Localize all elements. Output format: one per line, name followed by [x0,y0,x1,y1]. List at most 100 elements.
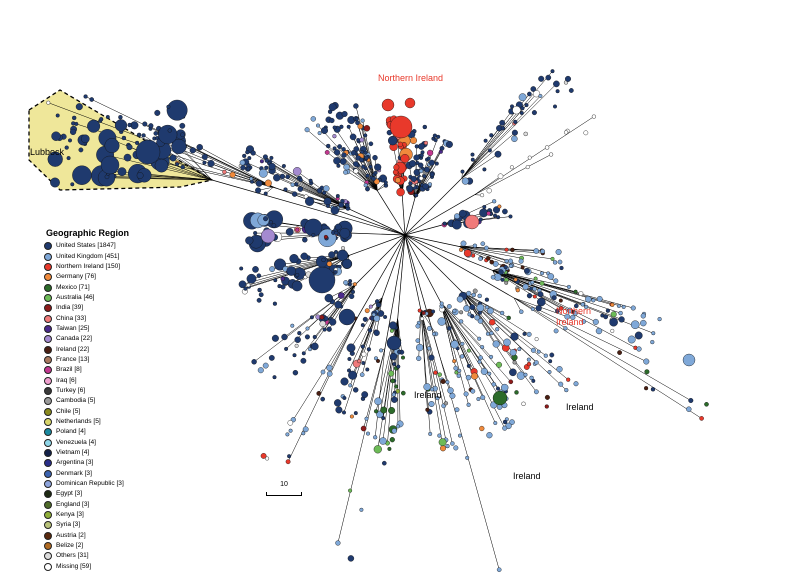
tree-tip [359,372,365,378]
tree-tip [480,394,486,400]
legend-item: Vietnam [4] [44,448,184,458]
tree-branch [384,234,406,349]
tree-tip [551,295,557,301]
tree-tip [427,346,432,351]
tree-tip [238,280,247,289]
tree-tip [487,371,492,376]
tree-tip [359,507,364,512]
tree-tip [446,325,452,331]
tree-tip [316,123,321,128]
tree-tip [547,370,552,375]
tree-tip [153,131,159,136]
tree-tip [273,278,278,283]
legend-item: Canada [22] [44,334,184,344]
tree-tip [496,215,501,220]
tree-tip [512,360,517,365]
tree-tip [430,387,435,392]
tree-tip [463,391,469,397]
tree-tip [358,157,364,163]
tree-tip [558,306,564,311]
tree-branch [348,232,406,236]
legend-swatch [44,283,52,292]
tree-tip [490,274,496,280]
tree-tip [550,256,555,261]
tree-tip [366,347,371,352]
legend-item: Denmark [3] [44,469,184,479]
legend-swatch [44,438,52,447]
legend-item: Netherlands [5] [44,417,184,427]
tree-tip [343,280,349,286]
tree-tip [502,425,508,431]
tree-tip [610,311,617,318]
tree-tip [537,291,544,298]
legend-swatch [44,500,52,509]
tree-tip [136,172,144,179]
tree-tip [478,355,483,361]
tree-tip [465,374,472,381]
tree-tip [334,300,343,309]
tree-tip [556,366,563,373]
tree-tip [458,433,463,438]
tree-tip [389,115,413,139]
tree-tip [317,131,322,136]
tree-branch [404,234,463,293]
tree-tip [486,432,493,439]
tree-tip [422,174,427,179]
tree-branch [317,125,378,191]
tree-tip [536,349,541,354]
tree-branch [459,246,522,259]
tree-tip [364,416,369,421]
tree-tip [329,117,335,124]
tree-tip [357,359,362,364]
tree-tip [566,284,571,289]
tree-tip [492,199,497,204]
tree-branch [461,132,516,179]
tree-tip [426,156,431,161]
tree-branch [440,302,502,393]
tree-branch [440,302,511,382]
tree-tip [432,133,437,138]
legend-swatch [44,252,52,261]
tree-tip [493,206,501,214]
legend-label: Dominican Republic [3] [56,480,124,488]
tree-tip [431,309,436,314]
tree-tip [433,370,438,375]
legend-item: Egypt [3] [44,489,184,499]
tree-tip [100,155,120,175]
legend-title: Geographic Region [46,228,130,238]
tree-tip [415,323,421,329]
tree-tip [509,368,517,377]
tree-tip [374,397,382,406]
legend-label: United Kingdom [451] [56,252,120,260]
tree-tip [389,328,394,333]
legend-swatch [44,376,52,385]
tree-tip [308,347,313,352]
legend-label: China [33] [56,314,87,322]
tree-tip [523,372,528,377]
tree-tip [148,123,154,129]
tree-tip [574,303,579,309]
ireland-bottom-label: Ireland [513,471,541,481]
tree-tip [354,117,359,122]
tree-tip [253,231,258,236]
tree-tip [381,460,387,466]
tree-tip [305,326,310,331]
tree-tip [478,217,483,222]
legend-label: Chile [5] [56,407,81,415]
scale-bar-label: 10 [280,481,288,488]
tree-tip [489,133,494,138]
tree-tip [493,213,498,218]
tree-tip [417,308,422,313]
tree-tip [341,147,346,152]
tree-tip [492,340,500,348]
tree-tip [421,311,426,316]
tree-tip [114,119,128,132]
tree-tip [291,191,298,197]
tree-tip [466,402,471,407]
legend-swatch [44,490,52,499]
tree-tip [470,314,475,319]
tree-branch [461,153,499,179]
tree-branch [397,318,402,353]
tree-tip [643,358,650,365]
scale-bar-line [266,488,302,496]
